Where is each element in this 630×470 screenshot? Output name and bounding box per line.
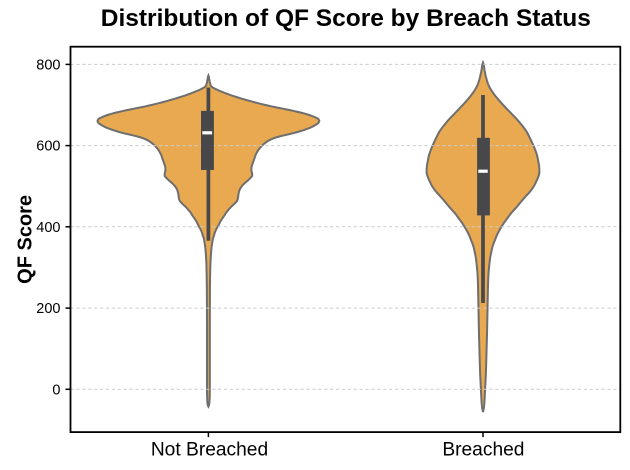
svg-text:400: 400	[36, 220, 60, 236]
svg-text:Breached: Breached	[442, 440, 524, 461]
svg-text:200: 200	[36, 301, 60, 317]
svg-text:0: 0	[52, 382, 60, 398]
svg-text:Distribution of QF Score by Br: Distribution of QF Score by Breach Statu…	[101, 5, 591, 32]
svg-text:800: 800	[36, 57, 60, 73]
svg-text:Not Breached: Not Breached	[151, 440, 268, 461]
svg-text:QF Score: QF Score	[15, 195, 37, 284]
svg-text:600: 600	[36, 139, 60, 155]
